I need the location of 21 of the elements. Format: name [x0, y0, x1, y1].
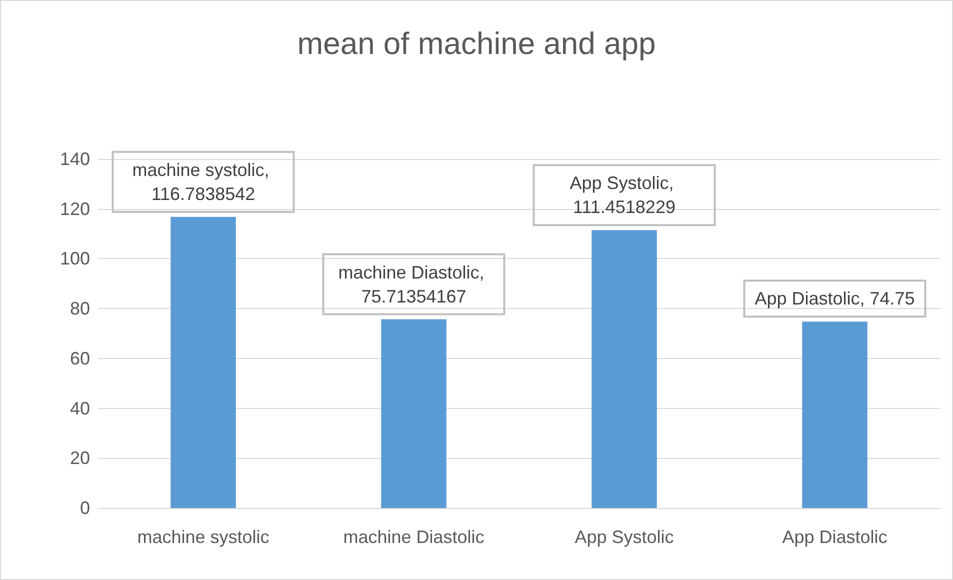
y-tick-label: 120	[60, 198, 90, 219]
x-tick-label: machine Diastolic	[343, 527, 484, 547]
x-tick-label: App Systolic	[574, 527, 674, 547]
bar	[802, 322, 868, 508]
y-tick-label: 60	[70, 348, 90, 368]
y-tick-label: 0	[80, 498, 90, 518]
bar	[381, 319, 446, 508]
x-tick-label: machine systolic	[137, 527, 270, 547]
y-tick-label: 80	[70, 298, 90, 319]
data-label: App Diastolic, 74.75	[754, 288, 915, 309]
data-label: machine systolic, 116.7838542	[132, 160, 274, 204]
y-tick-label: 20	[70, 448, 90, 468]
data-label: App Systolic, 111.4518229	[570, 173, 679, 218]
y-tick-label: 100	[60, 248, 90, 269]
chart-title: mean of machine and app	[297, 26, 656, 61]
bar	[170, 216, 236, 508]
x-tick-label: App Diastolic	[782, 527, 888, 547]
bar	[592, 230, 657, 508]
y-tick-label: 40	[70, 398, 90, 418]
y-tick-label: 140	[60, 149, 90, 169]
data-label: machine Diastolic, 75.71354167	[338, 262, 490, 306]
